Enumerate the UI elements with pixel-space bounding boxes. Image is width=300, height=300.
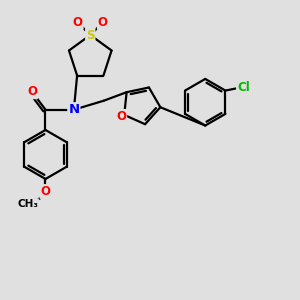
Text: Cl: Cl (237, 81, 250, 94)
Text: O: O (98, 16, 108, 29)
Text: O: O (40, 185, 50, 198)
Text: O: O (116, 110, 126, 123)
Text: O: O (27, 85, 37, 98)
Text: CH₃: CH₃ (17, 199, 38, 209)
Text: N: N (68, 103, 80, 116)
Text: S: S (86, 28, 94, 41)
Text: O: O (73, 16, 83, 29)
